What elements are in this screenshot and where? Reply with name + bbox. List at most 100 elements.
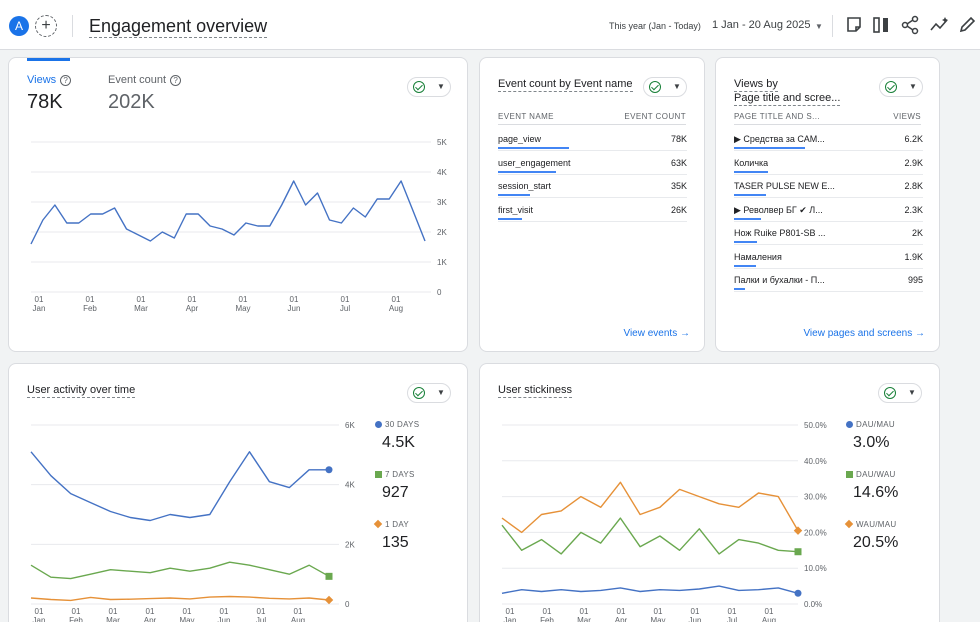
y-tick-label: 40.0% <box>804 457 827 466</box>
table-row[interactable]: Намаления 1.9K <box>734 246 923 269</box>
x-tick-day: 01 <box>617 607 626 616</box>
y-tick-label: 0 <box>345 600 350 609</box>
views-label: Views <box>27 74 57 86</box>
date-preset-label[interactable]: This year (Jan - Today) <box>609 21 701 31</box>
x-tick-day: 01 <box>728 607 737 616</box>
table-row[interactable]: Нож Ruike P801-SB ... 2K <box>734 222 923 245</box>
card-options-button[interactable]: ▼ <box>878 383 922 403</box>
table-row[interactable]: session_start 35K <box>498 175 687 198</box>
table-row[interactable]: ▶ Средства за САМ... 6.2K <box>734 128 923 151</box>
x-tick-month: Mar <box>134 304 148 313</box>
help-icon[interactable]: ? <box>170 75 182 86</box>
event-count-header[interactable]: EVENT COUNT <box>624 112 686 121</box>
series-end-marker <box>325 466 333 474</box>
stickiness-card-title[interactable]: User stickiness <box>498 384 572 398</box>
date-range-value[interactable]: 1 Jan - 20 Aug 2025 <box>712 19 811 31</box>
note-icon[interactable] <box>843 14 865 36</box>
check-circle-icon <box>884 387 896 399</box>
caret-down-icon: ▼ <box>437 82 445 91</box>
active-metric-indicator <box>27 58 70 61</box>
table-row[interactable]: user_engagement 63K <box>498 152 687 175</box>
card-options-button[interactable]: ▼ <box>879 77 923 97</box>
x-tick-month: Feb <box>83 304 97 313</box>
x-tick-day: 01 <box>257 607 266 616</box>
x-tick-month: Mar <box>106 616 120 622</box>
avatar[interactable]: A <box>9 16 29 36</box>
x-tick-month: Apr <box>615 616 628 622</box>
table-row[interactable]: Количка 2.9K <box>734 152 923 175</box>
card-options-button[interactable]: ▼ <box>407 383 451 403</box>
event-count-card: Event count by Event name ▼ EVENT NAME E… <box>479 57 705 352</box>
table-row[interactable]: Палки и бухалки - П... 995 <box>734 269 923 292</box>
row-value: 995 <box>907 275 923 285</box>
legend-value: 3.0% <box>853 434 890 451</box>
row-share-bar <box>734 217 761 220</box>
arrow-right-icon: → <box>680 328 690 339</box>
table-row[interactable]: ▶ Револвер БГ ✔ Л... 2.3K <box>734 199 923 222</box>
help-icon[interactable]: ? <box>60 75 72 86</box>
share-icon[interactable] <box>899 14 921 36</box>
check-circle-icon <box>413 387 425 399</box>
activity-card-title[interactable]: User activity over time <box>27 384 136 398</box>
card-options-button[interactable]: ▼ <box>643 77 687 97</box>
arrow-right-icon: → <box>915 328 925 339</box>
row-value: 6.2K <box>904 134 923 144</box>
legend-label: 1 DAY <box>385 520 410 529</box>
series-end-marker <box>324 595 334 605</box>
view-events-link[interactable]: View events → <box>623 328 690 339</box>
row-name: Количка <box>734 157 769 168</box>
row-share-bar <box>734 264 756 267</box>
view-pages-link[interactable]: View pages and screens → <box>803 328 925 339</box>
page-title[interactable]: Engagement overview <box>89 16 268 38</box>
square-marker-icon <box>375 471 382 478</box>
views-line-chart: 5K4K3K2K1K001Jan01Feb01Mar01Apr01May01Ju… <box>30 138 447 313</box>
edit-icon[interactable] <box>956 14 978 36</box>
x-tick-month: Jan <box>504 616 517 622</box>
x-tick-month: Jun <box>218 616 231 622</box>
row-value: 2.9K <box>904 157 923 168</box>
insights-icon[interactable] <box>928 14 950 36</box>
x-tick-day: 01 <box>691 607 700 616</box>
x-tick-day: 01 <box>580 607 589 616</box>
views-card: Views? 78K Event count? 202K ▼ 5K 4K 3K 2K 1… <box>8 57 468 352</box>
series-line-1 <box>501 585 799 594</box>
series-end-marker <box>794 589 802 597</box>
check-circle-icon <box>885 81 897 93</box>
event-card-title[interactable]: Event count by Event name <box>498 78 633 92</box>
compare-icon[interactable] <box>870 14 892 36</box>
page-views-header[interactable]: VIEWS <box>893 112 921 121</box>
add-comparison-button[interactable]: + <box>35 15 57 37</box>
y-tick-label: 10.0% <box>804 564 827 573</box>
x-tick-month: Jul <box>256 616 266 622</box>
views-value: 78K <box>27 91 63 113</box>
series-line-1 <box>30 451 329 522</box>
y-tick-label: 1K <box>437 258 447 267</box>
row-name: session_start <box>498 181 552 191</box>
row-share-bar <box>734 288 746 290</box>
table-row[interactable]: page_view 78K <box>498 128 687 151</box>
x-tick-month: Apr <box>186 304 199 313</box>
row-share-bar <box>498 194 531 196</box>
row-name: TASER PULSE NEW E... <box>734 181 835 191</box>
series-line-1 <box>30 180 426 245</box>
y-tick-label: 2K <box>437 228 447 237</box>
x-tick-day: 01 <box>765 607 774 616</box>
card-options-button[interactable]: ▼ <box>407 77 451 97</box>
diamond-marker-icon <box>373 519 383 529</box>
y-tick-label: 6K <box>345 421 355 430</box>
table-row[interactable]: TASER PULSE NEW E... 2.8K <box>734 175 923 198</box>
views-by-page-card: Views by Page title and scree... ▼ PAGE … <box>715 57 940 352</box>
y-tick-label: 0.0% <box>804 600 822 609</box>
event-count-metric-tab[interactable]: Event count? <box>108 74 182 86</box>
page-title-header[interactable]: PAGE TITLE AND S... <box>734 112 820 121</box>
event-name-header[interactable]: EVENT NAME <box>498 112 554 121</box>
pages-card-title[interactable]: Views by Page title and scree... <box>734 78 841 106</box>
row-value: 2.8K <box>904 181 923 191</box>
table-row[interactable]: first_visit 26K <box>498 199 687 222</box>
user-stickiness-card: User stickiness ▼ 50.0% 40.0% 30.0% 20.0% 10… <box>479 363 940 622</box>
header-divider-2 <box>832 15 833 37</box>
views-metric-tab[interactable]: Views? <box>27 74 72 86</box>
x-tick-day: 01 <box>341 295 350 304</box>
user-activity-card: User activity over time ▼ 01 Jan 01 Feb 01 Ma… <box>8 363 468 622</box>
date-dropdown-icon[interactable]: ▼ <box>815 22 823 31</box>
